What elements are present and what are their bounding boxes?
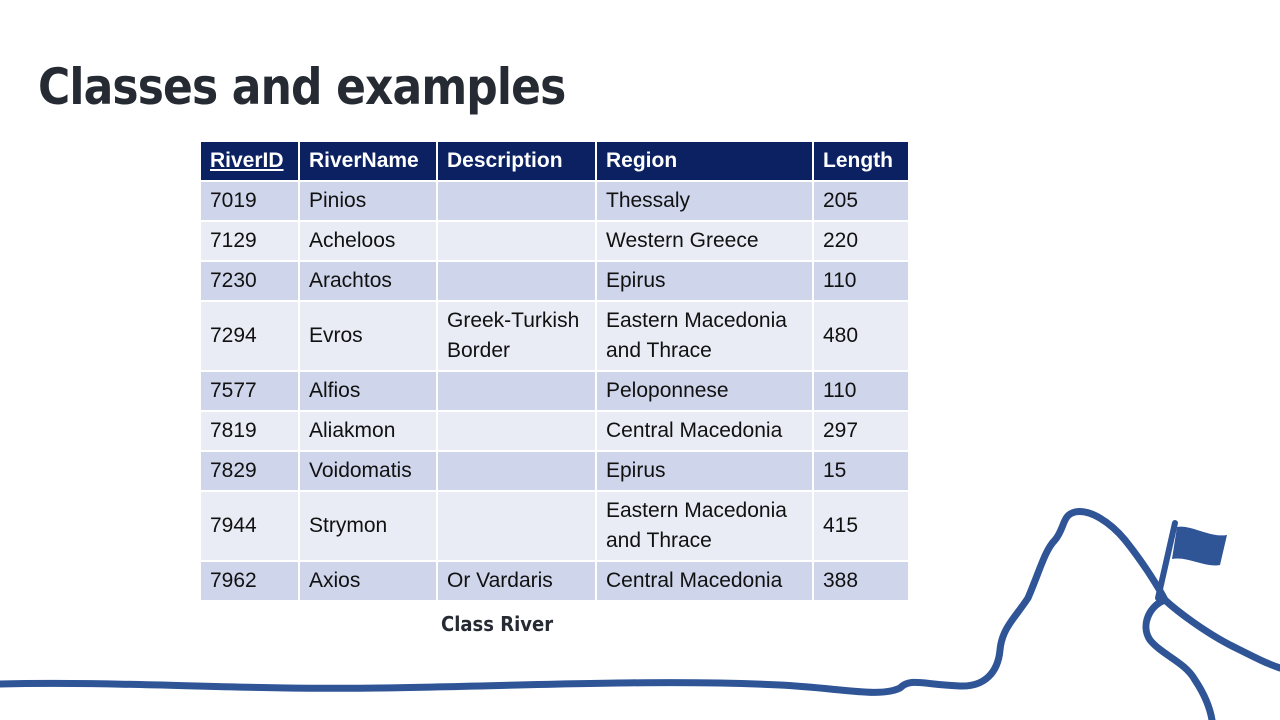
table-caption: Class River — [441, 612, 554, 636]
river-bend-line — [1142, 596, 1216, 720]
cell-description: Or Vardaris — [436, 560, 597, 602]
cell-region: Central Macedonia — [595, 560, 814, 602]
cell-riverid: 7129 — [199, 220, 300, 262]
cell-length: 15 — [812, 450, 910, 492]
cell-rivername: Strymon — [298, 490, 438, 562]
column-header-region: Region — [595, 140, 814, 182]
river-table: RiverID RiverName Description Region Len… — [199, 140, 910, 602]
cell-description — [436, 370, 597, 412]
river-line — [0, 508, 1280, 696]
cell-length: 415 — [812, 490, 910, 562]
table-row: 7819 Aliakmon Central Macedonia 297 — [199, 410, 910, 452]
cell-description — [436, 490, 597, 562]
cell-rivername: Evros — [298, 300, 438, 372]
cell-riverid: 7829 — [199, 450, 300, 492]
flag-icon — [1155, 520, 1227, 601]
cell-description — [436, 180, 597, 222]
cell-description — [436, 410, 597, 452]
cell-length: 480 — [812, 300, 910, 372]
slide-title: Classes and examples — [38, 58, 566, 116]
table-row: 7962 Axios Or Vardaris Central Macedonia… — [199, 560, 910, 602]
cell-riverid: 7944 — [199, 490, 300, 562]
table-row: 7230 Arachtos Epirus 110 — [199, 260, 910, 302]
table-header-row: RiverID RiverName Description Region Len… — [199, 140, 910, 182]
cell-description — [436, 260, 597, 302]
cell-riverid: 7019 — [199, 180, 300, 222]
cell-riverid: 7230 — [199, 260, 300, 302]
cell-length: 110 — [812, 260, 910, 302]
cell-region: Western Greece — [595, 220, 814, 262]
cell-description: Greek-Turkish Border — [436, 300, 597, 372]
table-row: 7944 Strymon Eastern Macedonia and Thrac… — [199, 490, 910, 562]
table-row: 7019 Pinios Thessaly 205 — [199, 180, 910, 222]
cell-region: Eastern Macedonia and Thrace — [595, 490, 814, 562]
cell-length: 205 — [812, 180, 910, 222]
cell-length: 297 — [812, 410, 910, 452]
cell-region: Epirus — [595, 450, 814, 492]
cell-length: 388 — [812, 560, 910, 602]
cell-rivername: Arachtos — [298, 260, 438, 302]
table-row: 7829 Voidomatis Epirus 15 — [199, 450, 910, 492]
table-row: 7577 Alfios Peloponnese 110 — [199, 370, 910, 412]
cell-length: 110 — [812, 370, 910, 412]
cell-region: Peloponnese — [595, 370, 814, 412]
cell-rivername: Pinios — [298, 180, 438, 222]
cell-rivername: Acheloos — [298, 220, 438, 262]
cell-region: Eastern Macedonia and Thrace — [595, 300, 814, 372]
column-header-rivername: RiverName — [298, 140, 438, 182]
cell-rivername: Voidomatis — [298, 450, 438, 492]
column-header-riverid: RiverID — [199, 140, 300, 182]
column-header-description: Description — [436, 140, 597, 182]
cell-riverid: 7819 — [199, 410, 300, 452]
table-row: 7129 Acheloos Western Greece 220 — [199, 220, 910, 262]
cell-riverid: 7577 — [199, 370, 300, 412]
table-row: 7294 Evros Greek-Turkish Border Eastern … — [199, 300, 910, 372]
column-header-length: Length — [812, 140, 910, 182]
cell-description — [436, 220, 597, 262]
cell-rivername: Aliakmon — [298, 410, 438, 452]
cell-region: Epirus — [595, 260, 814, 302]
cell-riverid: 7294 — [199, 300, 300, 372]
cell-description — [436, 450, 597, 492]
cell-length: 220 — [812, 220, 910, 262]
cell-rivername: Alfios — [298, 370, 438, 412]
cell-region: Central Macedonia — [595, 410, 814, 452]
cell-rivername: Axios — [298, 560, 438, 602]
cell-region: Thessaly — [595, 180, 814, 222]
cell-riverid: 7962 — [199, 560, 300, 602]
